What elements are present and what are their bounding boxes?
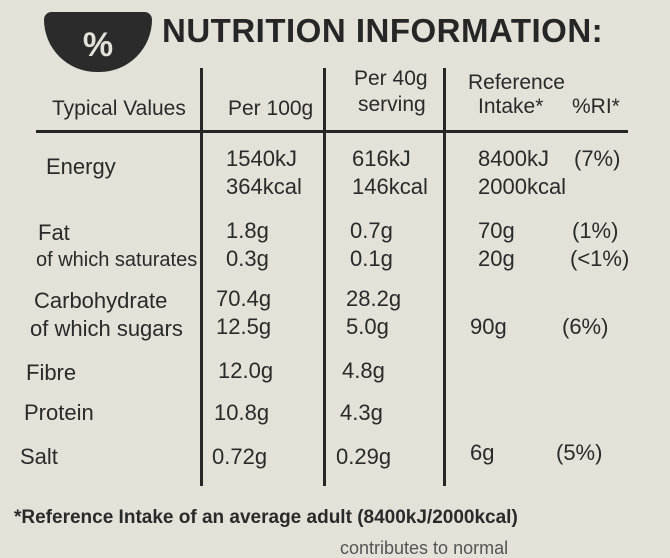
cell-saturates-serving: 0.1g bbox=[350, 246, 393, 271]
cell-energy-kj-serving: 616kJ bbox=[352, 146, 411, 171]
cell-salt-serving: 0.29g bbox=[336, 444, 392, 469]
cell-salt-per100: 0.72g bbox=[212, 444, 268, 469]
row-label-protein: Protein bbox=[24, 400, 94, 425]
footnote: *Reference Intake of an average adult (8… bbox=[14, 507, 518, 528]
percent-badge-icon: % bbox=[44, 12, 152, 72]
cell-energy-kcal-ref: 2000kcal bbox=[478, 174, 567, 199]
percent-symbol: % bbox=[82, 26, 114, 64]
cell-energy-kj-ref: 8400kJ bbox=[478, 146, 549, 171]
cell-energy-ri: (7%) bbox=[574, 146, 621, 171]
header-reference: Reference bbox=[468, 71, 565, 94]
cell-salt-ref: 6g bbox=[470, 440, 495, 465]
cell-fat-serving: 0.7g bbox=[350, 218, 393, 243]
row-label-fat: Fat bbox=[38, 220, 70, 245]
header-per-100g: Per 100g bbox=[228, 97, 314, 120]
header-rule bbox=[36, 130, 628, 133]
header-serving: serving bbox=[358, 93, 426, 116]
cell-sugars-serving: 5.0g bbox=[346, 314, 389, 339]
cell-carbohydrate-serving: 28.2g bbox=[346, 286, 402, 311]
row-label-fibre: Fibre bbox=[26, 360, 77, 385]
column-divider-1 bbox=[200, 68, 203, 486]
column-divider-2 bbox=[323, 68, 326, 486]
cell-fat-ref: 70g bbox=[478, 218, 515, 243]
cell-fibre-per100: 12.0g bbox=[218, 358, 274, 383]
row-label-carbohydrate: Carbohydrate bbox=[34, 288, 168, 313]
cell-protein-serving: 4.3g bbox=[340, 400, 383, 425]
cell-salt-ri: (5%) bbox=[556, 440, 603, 465]
row-label-saturates: of which saturates bbox=[36, 249, 198, 271]
cell-fibre-serving: 4.8g bbox=[342, 358, 385, 383]
header-intake: Intake* bbox=[478, 95, 544, 118]
cell-energy-kcal-per100: 364kcal bbox=[226, 174, 302, 199]
row-label-energy: Energy bbox=[46, 154, 116, 179]
cell-fat-ri: (1%) bbox=[572, 218, 619, 243]
row-label-sugars: of which sugars bbox=[30, 316, 183, 341]
cell-energy-kj-per100: 1540kJ bbox=[226, 146, 297, 171]
header-per-40g: Per 40g bbox=[354, 67, 428, 90]
cell-saturates-ref: 20g bbox=[478, 246, 515, 271]
cutoff-text: contributes to normal bbox=[340, 538, 509, 558]
cell-saturates-ri: (<1%) bbox=[570, 246, 630, 271]
cell-sugars-per100: 12.5g bbox=[216, 314, 272, 339]
page-title: NUTRITION INFORMATION: bbox=[162, 12, 604, 49]
cell-saturates-per100: 0.3g bbox=[226, 246, 269, 271]
column-divider-3 bbox=[443, 68, 446, 486]
cell-carbohydrate-per100: 70.4g bbox=[216, 286, 272, 311]
row-label-salt: Salt bbox=[20, 444, 58, 469]
cell-protein-per100: 10.8g bbox=[214, 400, 270, 425]
cell-energy-kcal-serving: 146kcal bbox=[352, 174, 428, 199]
cell-sugars-ri: (6%) bbox=[562, 314, 609, 339]
header-typical-values: Typical Values bbox=[52, 97, 186, 120]
cell-sugars-ref: 90g bbox=[470, 314, 507, 339]
header-ri: %RI* bbox=[572, 95, 620, 118]
cell-fat-per100: 1.8g bbox=[226, 218, 269, 243]
